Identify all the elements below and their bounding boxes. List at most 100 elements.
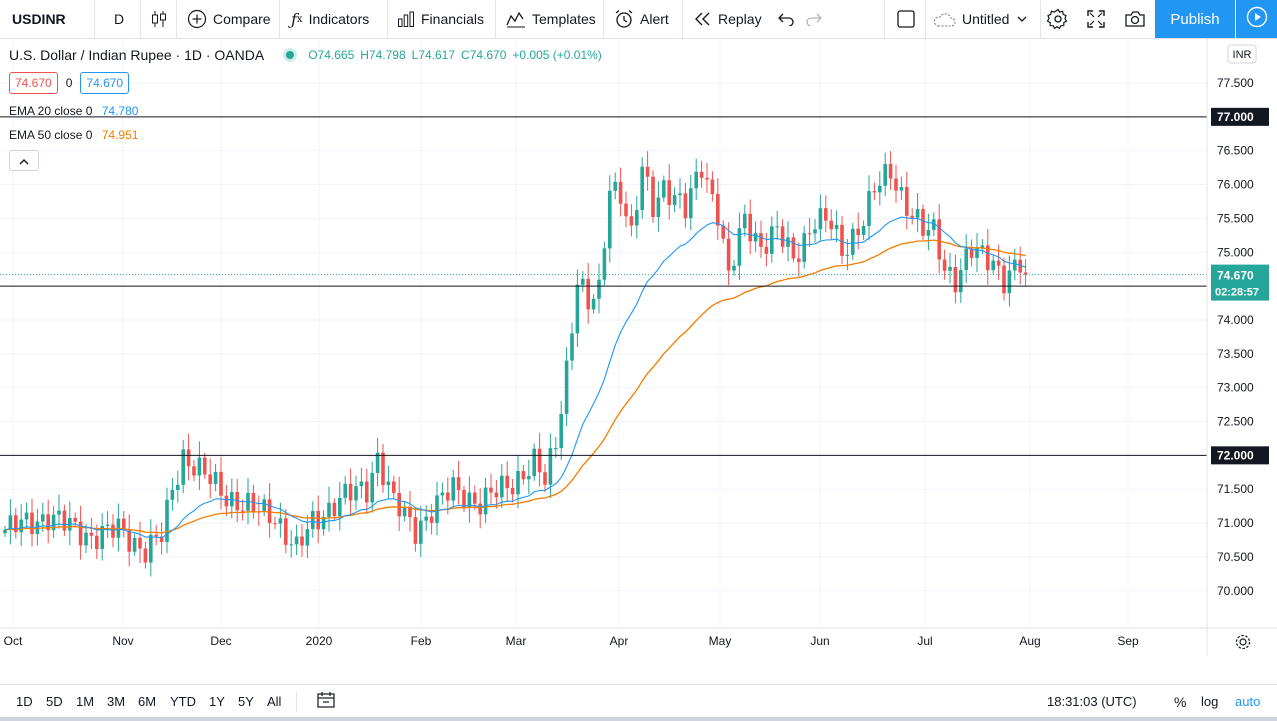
candle-body [370, 472, 374, 503]
candle-body [516, 471, 520, 495]
layout-toggle-button[interactable] [897, 0, 921, 38]
range-all[interactable]: All [267, 694, 282, 709]
financials-icon [397, 10, 415, 28]
candle-body [813, 229, 817, 234]
candle-body [710, 179, 715, 195]
toolbar-divider [925, 0, 926, 38]
range-6m[interactable]: 6M [138, 694, 157, 709]
auto-toggle[interactable]: auto [1235, 694, 1261, 709]
candle-body [521, 471, 526, 480]
compare-button[interactable]: Compare [187, 0, 271, 38]
candle-body [851, 228, 855, 255]
series-legend: U.S. Dollar / Indian Rupee · 1D · OANDA … [9, 47, 602, 63]
ema20-legend[interactable]: EMA 20 close 0 74.780 [9, 104, 138, 118]
candle-body [597, 279, 601, 299]
candle-body [127, 530, 131, 552]
range-1y[interactable]: 1Y [209, 694, 225, 709]
templates-button[interactable]: Templates [506, 0, 596, 38]
candle-body [1007, 270, 1012, 294]
candle-body [613, 181, 617, 191]
financials-button[interactable]: Financials [397, 0, 484, 38]
candle-body [921, 209, 925, 236]
candle-body [138, 537, 142, 549]
alert-button[interactable]: Alert [614, 0, 669, 38]
indicators-button[interactable]: ƒ x Indicators [291, 0, 369, 38]
axis-settings-icon [1235, 634, 1251, 650]
candle-body [759, 233, 763, 247]
market-status-dot [286, 51, 295, 59]
candle-body [510, 488, 515, 495]
interval-label: D [114, 11, 125, 27]
candle-body [483, 487, 488, 515]
candle-body [95, 535, 99, 549]
candle-body [348, 483, 353, 501]
candle-body [543, 472, 547, 485]
legend-collapse-button[interactable] [9, 150, 39, 171]
date-range-picker-button[interactable] [317, 685, 335, 718]
snapshot-button[interactable] [1124, 0, 1152, 38]
candle-body [624, 203, 628, 217]
candle-body [440, 492, 445, 496]
price-chart[interactable]: 70.000 70.500 71.000 71.500 72.000 72.500 73.0… [0, 39, 1277, 656]
range-1m[interactable]: 1M [76, 694, 95, 709]
bid-box[interactable]: 74.670 [9, 72, 58, 94]
play-button[interactable] [1236, 0, 1277, 38]
fullscreen-button[interactable] [1087, 0, 1111, 38]
bottom-edge [0, 717, 1277, 721]
candle-body [743, 213, 747, 229]
candle-body [213, 471, 218, 484]
range-1d[interactable]: 1D [16, 694, 33, 709]
ask-box[interactable]: 74.670 [80, 72, 130, 94]
candle-body [197, 457, 202, 476]
candle-body [359, 481, 364, 487]
candle-body [915, 209, 920, 218]
candle-body [478, 503, 482, 515]
candle-body [570, 333, 574, 361]
clock-time[interactable]: 18:31:03 (UTC) [1047, 694, 1137, 709]
line-price-label: 72.000 [1217, 448, 1254, 462]
alert-clock-icon [614, 9, 634, 29]
symbol-label: USDINR [12, 11, 66, 27]
candle-body [100, 526, 104, 549]
candle-body [683, 193, 688, 219]
candles [3, 151, 1028, 577]
time-tick-label: Jun [810, 634, 829, 648]
candle-body [143, 548, 148, 563]
chart-area[interactable]: 70.000 70.500 71.000 71.500 72.000 72.500 73.0… [0, 39, 1277, 656]
symbol-search[interactable]: USDINR [12, 0, 66, 38]
redo-button[interactable] [806, 0, 828, 38]
candle-body [969, 248, 974, 259]
toolbar-divider [682, 0, 683, 38]
range-5d[interactable]: 5D [46, 694, 63, 709]
indicators-label: Indicators [308, 11, 370, 27]
redo-icon [806, 12, 822, 26]
range-5y[interactable]: 5Y [238, 694, 254, 709]
settings-button[interactable] [1047, 0, 1075, 38]
candle-body [532, 448, 536, 477]
line-price-label-bg [1211, 107, 1269, 126]
interval-button[interactable]: D [114, 0, 124, 38]
ema20-value: 74.780 [101, 104, 139, 118]
price-tick-label: 70.000 [1217, 584, 1254, 598]
ema50-legend[interactable]: EMA 50 close 0 74.951 [9, 128, 138, 142]
ohlc-low: L74.617 [411, 48, 456, 62]
layout-name-button[interactable]: Untitled [932, 0, 1027, 38]
log-toggle[interactable]: log [1201, 694, 1219, 709]
toolbar-divider [94, 0, 95, 38]
candle-body [176, 484, 180, 490]
chart-type-button[interactable] [150, 0, 174, 38]
replay-button[interactable]: Replay [694, 0, 762, 38]
range-ytd[interactable]: YTD [170, 694, 196, 709]
candle-body [30, 512, 34, 535]
replay-label: Replay [718, 11, 762, 27]
candle-body [332, 502, 337, 517]
candle-body [937, 219, 941, 260]
candle-body [57, 510, 61, 515]
publish-button[interactable]: Publish [1155, 0, 1235, 38]
undo-button[interactable] [778, 0, 800, 38]
range-3m[interactable]: 3M [107, 694, 126, 709]
toolbar-divider [279, 0, 280, 38]
candle-body [181, 449, 185, 485]
fullscreen-icon [1087, 10, 1105, 28]
percent-toggle[interactable]: % [1174, 693, 1187, 710]
